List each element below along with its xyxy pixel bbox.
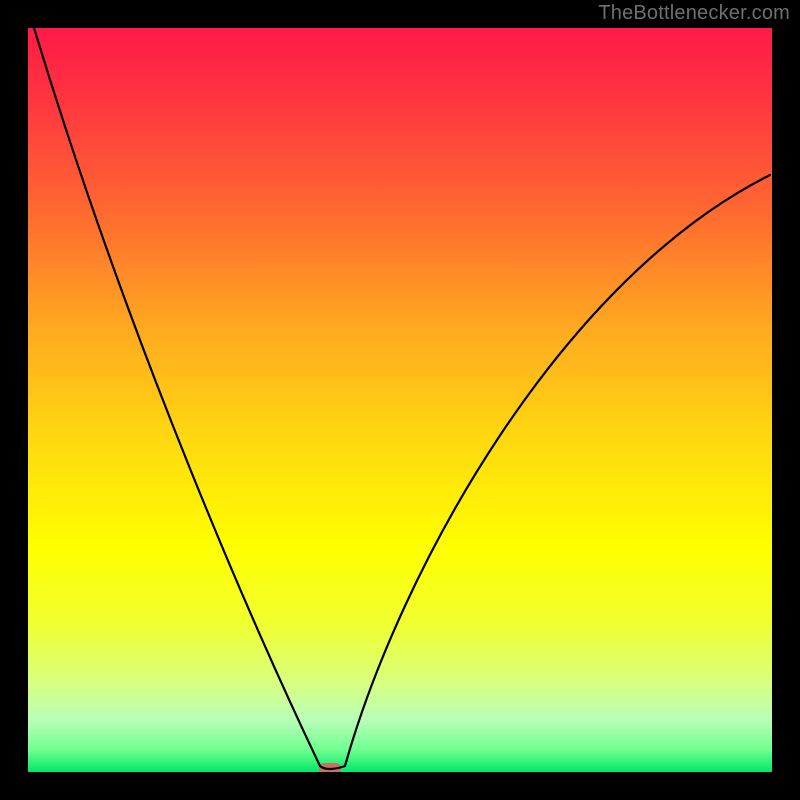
watermark-text: TheBottlenecker.com bbox=[598, 2, 790, 25]
chart-container: TheBottlenecker.com bbox=[0, 0, 800, 800]
plot-background bbox=[28, 28, 772, 772]
chart-svg bbox=[0, 0, 800, 800]
